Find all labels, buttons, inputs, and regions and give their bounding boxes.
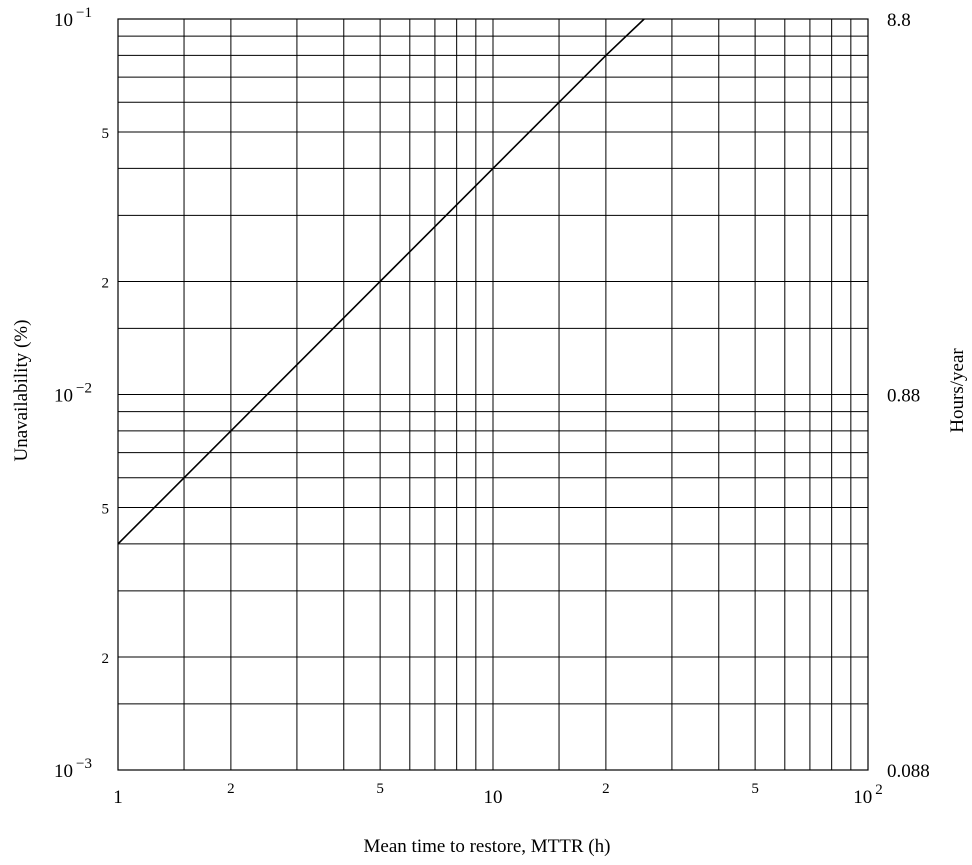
x-tick-label: 1 (113, 787, 123, 808)
y-tick-label: 2 (102, 651, 110, 667)
x-tick-label: 10 (484, 787, 503, 808)
y-tick-label: 2 (102, 275, 110, 291)
y2-tick-label: 8.8 (887, 10, 911, 31)
y2-tick-label: 0.088 (887, 761, 930, 782)
y-tick-label: 10 −2 (54, 381, 92, 407)
y2-axis-title: Hours/year (947, 348, 968, 433)
y-tick-label: 5 (102, 126, 110, 142)
x-tick-label: 2 (227, 781, 235, 797)
x-tick-label: 2 (602, 781, 610, 797)
x-tick-label: 5 (751, 781, 759, 797)
y-axis-title: Unavailability (%) (11, 320, 32, 462)
x-axis-title: Mean time to restore, MTTR (h) (364, 836, 611, 857)
plot-frame (117, 18, 869, 771)
x-tick-label: 5 (376, 781, 384, 797)
y-tick-label: 10 −3 (54, 756, 92, 782)
y2-tick-label: 0.88 (887, 386, 920, 407)
y-tick-label: 10 −1 (54, 5, 92, 31)
x-tick-label: 10 2 (853, 782, 883, 808)
y-tick-label: 5 (102, 502, 110, 518)
series-line (118, 19, 645, 545)
